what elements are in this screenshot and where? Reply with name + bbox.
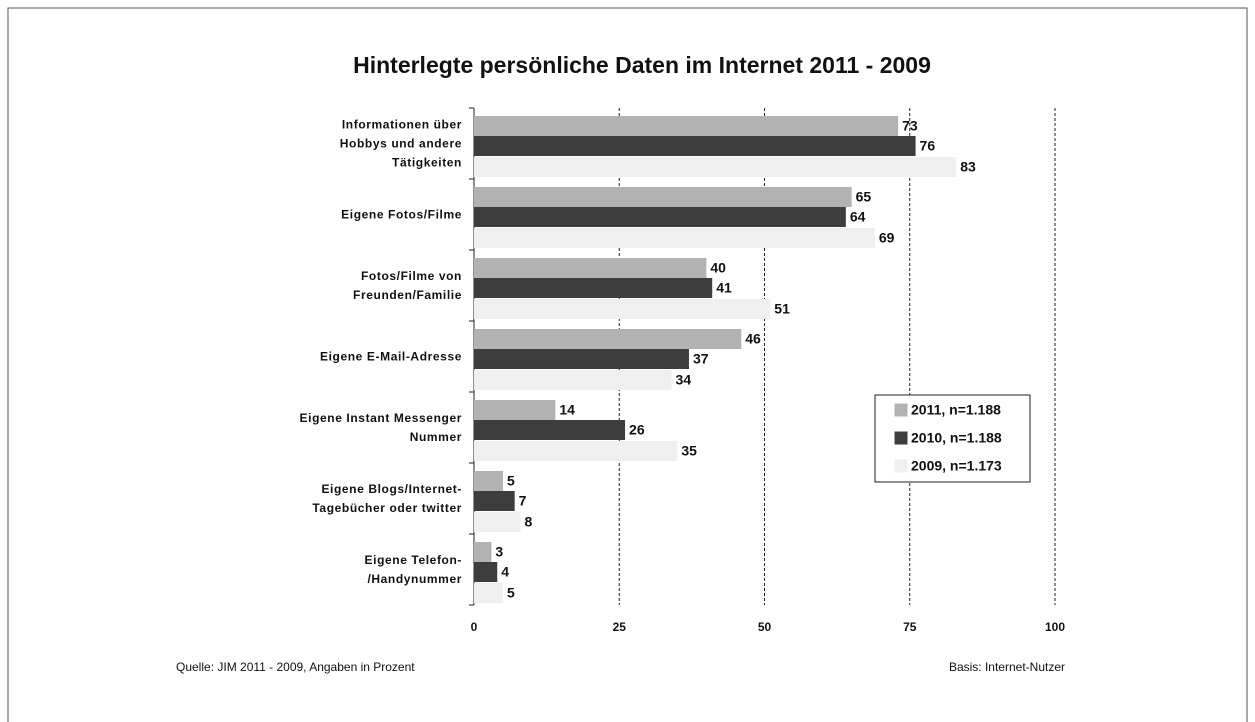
y-tick-label: Eigene Fotos/Filme xyxy=(341,207,462,221)
bar xyxy=(474,299,771,319)
value-label: 76 xyxy=(920,138,936,154)
legend-label: 2010, n=1.188 xyxy=(911,430,1002,446)
bar xyxy=(474,441,678,461)
bar xyxy=(474,562,498,582)
value-label: 65 xyxy=(856,189,872,205)
note: Basis: Internet-Nutzer xyxy=(949,660,1065,674)
x-tick-label: 25 xyxy=(613,620,627,634)
value-label: 69 xyxy=(879,230,895,246)
value-label: 64 xyxy=(850,209,866,225)
y-tick-label: Eigene Instant Messenger Nummer xyxy=(299,410,462,444)
value-label: 7 xyxy=(519,493,527,509)
bar xyxy=(474,116,899,136)
bar xyxy=(474,228,875,248)
y-tick-label: Fotos/Filme von Freunden/Familie xyxy=(353,268,462,302)
value-label: 8 xyxy=(524,514,532,530)
y-tick-label: Eigene Telefon- /Handynummer xyxy=(364,552,462,586)
legend-swatch xyxy=(894,403,908,417)
bar xyxy=(474,207,846,227)
y-tick-label: Informationen über Hobbys und andere Tät… xyxy=(339,117,462,169)
x-tick-label: 100 xyxy=(1045,620,1065,634)
value-label: 5 xyxy=(507,585,515,601)
bar xyxy=(474,349,689,369)
source: Quelle: JIM 2011 - 2009, Angaben in Proz… xyxy=(176,660,415,674)
value-label: 5 xyxy=(507,473,515,489)
value-label: 83 xyxy=(960,159,976,175)
value-label: 41 xyxy=(716,280,732,296)
value-label: 37 xyxy=(693,351,709,367)
x-tick-label: 0 xyxy=(471,620,478,634)
bar xyxy=(474,583,504,603)
legend-label: 2009, n=1.173 xyxy=(911,458,1002,474)
bar xyxy=(474,512,521,532)
value-label: 26 xyxy=(629,422,645,438)
bar xyxy=(474,420,626,440)
bar xyxy=(474,258,707,278)
value-label: 46 xyxy=(745,331,761,347)
bar xyxy=(474,370,672,390)
legend-label: 2011, n=1.188 xyxy=(911,402,1001,418)
value-label: 4 xyxy=(501,564,509,580)
legend-swatch xyxy=(894,431,908,445)
legend-swatch xyxy=(894,459,908,473)
bar xyxy=(474,136,916,156)
bar xyxy=(474,187,852,207)
value-label: 40 xyxy=(710,260,726,276)
value-label: 34 xyxy=(676,372,692,388)
value-label: 51 xyxy=(774,301,790,317)
chart-title: Hinterlegte persönliche Daten im Interne… xyxy=(353,52,931,78)
value-label: 14 xyxy=(559,402,575,418)
bar xyxy=(474,542,492,562)
bar xyxy=(474,157,957,177)
x-tick-label: 75 xyxy=(903,620,917,634)
x-tick-label: 50 xyxy=(758,620,772,634)
bar xyxy=(474,491,515,511)
frame xyxy=(7,7,1248,722)
y-tick-label: Eigene Blogs/Internet- Tagebücher oder t… xyxy=(312,481,462,515)
bar xyxy=(474,471,504,491)
value-label: 3 xyxy=(495,544,503,560)
y-tick-label: Eigene E-Mail-Adresse xyxy=(320,349,462,363)
value-label: 35 xyxy=(681,443,697,459)
value-label: 73 xyxy=(902,118,918,134)
bar xyxy=(474,329,742,349)
bar xyxy=(474,400,556,420)
bar xyxy=(474,278,713,298)
